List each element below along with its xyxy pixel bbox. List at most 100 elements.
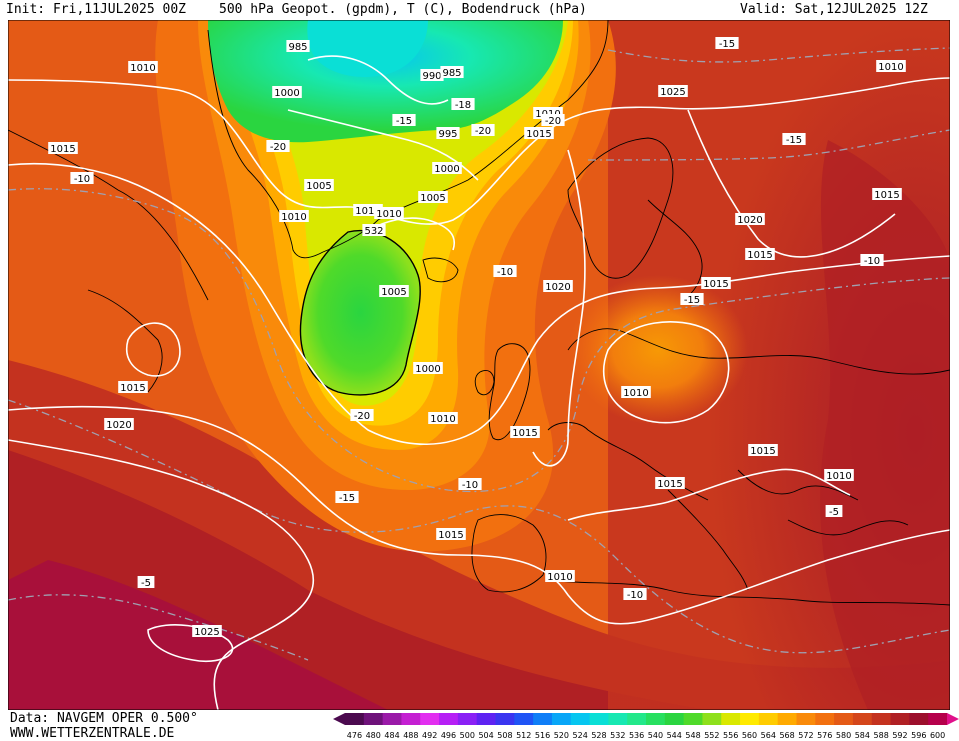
legend-tick-label: 576 [817, 731, 832, 740]
isotherm-labels: -15 -15 -18 -20 -20 -20 -15 -10 -10 -10 -15 -20 -15 -… [70, 37, 884, 601]
legend-swatch [476, 713, 496, 725]
isotherm-label: -15 [680, 293, 704, 306]
isobar-label: 1010 [128, 61, 158, 74]
isobar-label: 1015 [510, 426, 540, 439]
legend-swatch [401, 713, 421, 725]
legend-swatch [495, 713, 515, 725]
legend-swatch [382, 713, 402, 725]
isobar-label: 1010 [545, 570, 575, 583]
svg-text:1010: 1010 [376, 209, 401, 220]
geopotential-label: 532 [362, 224, 386, 237]
isotherm-label: -18 [451, 98, 475, 111]
svg-text:1015: 1015 [526, 129, 551, 140]
legend-swatch [514, 713, 534, 725]
isobar-label: 990 [420, 69, 444, 82]
svg-text:985: 985 [442, 68, 461, 79]
legend-tick-label: 476 [347, 731, 362, 740]
svg-text:990: 990 [422, 71, 441, 82]
isotherm-label: -10 [860, 254, 884, 267]
svg-text:1015: 1015 [355, 206, 380, 217]
isobar-label: 1010 [374, 207, 404, 220]
isobar-labels: 9859909851000995101010101015102510101015… [48, 40, 906, 638]
svg-text:1010: 1010 [826, 471, 851, 482]
legend-tick-label: 500 [460, 731, 475, 740]
svg-text:1005: 1005 [420, 193, 445, 204]
svg-text:-20: -20 [475, 126, 491, 137]
legend-swatch [928, 713, 948, 725]
isobar-lines [8, 55, 950, 710]
isobar-label: 1010 [428, 412, 458, 425]
legend-swatch [439, 713, 459, 725]
legend-tick-label: 552 [704, 731, 719, 740]
svg-text:-10: -10 [864, 256, 880, 267]
svg-text:1000: 1000 [415, 364, 440, 375]
init-time: Init: Fri,11JUL2025 00Z [6, 2, 187, 17]
isobar-label: 1025 [658, 85, 688, 98]
isobar-label: 1025 [192, 625, 222, 638]
svg-text:-15: -15 [719, 39, 735, 50]
isobar-label: 1020 [735, 213, 765, 226]
legend-tick-label: 540 [648, 731, 663, 740]
legend-swatch [796, 713, 816, 725]
legend-tick-label: 532 [610, 731, 625, 740]
legend-tick-label: 580 [836, 731, 851, 740]
isobar-label: 1010 [621, 386, 651, 399]
legend-tick-label: 496 [441, 731, 456, 740]
isobar-label: 1020 [543, 280, 573, 293]
legend-tick-label: 560 [742, 731, 757, 740]
warm-east-core [820, 140, 950, 710]
legend-swatch [664, 713, 685, 725]
svg-text:1010: 1010 [878, 62, 903, 73]
isobar-label: 1010 [824, 469, 854, 482]
svg-text:985: 985 [288, 42, 307, 53]
isotherm-label: -10 [70, 172, 94, 185]
svg-text:-10: -10 [462, 480, 478, 491]
legend-swatch [702, 713, 722, 725]
isobar-label: 995 [436, 127, 460, 140]
legend-swatch [758, 713, 779, 725]
legend-swatch [890, 713, 910, 725]
svg-text:-15: -15 [339, 493, 355, 504]
isobar-label: 1015 [436, 528, 466, 541]
svg-text:1010: 1010 [547, 572, 572, 583]
svg-text:1015: 1015 [50, 144, 75, 155]
isotherm-label: -10 [623, 588, 647, 601]
svg-text:1005: 1005 [381, 287, 406, 298]
legend-tick-label: 480 [366, 731, 381, 740]
legend-swatch [683, 713, 703, 725]
isobar-label: 1005 [418, 191, 448, 204]
svg-text:1015: 1015 [657, 479, 682, 490]
isobar-label: 1015 [48, 142, 78, 155]
legend-swatch [740, 713, 760, 725]
isobar-label: 1010 [876, 60, 906, 73]
isotherm-label: -15 [782, 133, 806, 146]
legend-swatch [589, 713, 609, 725]
legend-arrow-right [947, 713, 959, 725]
isotherm-label: -15 [392, 114, 416, 127]
svg-text:-18: -18 [455, 100, 471, 111]
isotherm-label: -20 [350, 409, 374, 422]
isotherm-label: -20 [266, 140, 290, 153]
legend-tick-label: 564 [761, 731, 776, 740]
central-europe-trough [568, 275, 748, 425]
svg-text:-5: -5 [829, 507, 839, 518]
legend-tick-label: 544 [667, 731, 682, 740]
legend-tick-label: 516 [535, 731, 550, 740]
legend-swatch [570, 713, 591, 725]
legend-tick-label: 492 [422, 731, 437, 740]
legend-swatch [871, 713, 892, 725]
svg-text:1015: 1015 [438, 530, 463, 541]
svg-text:1020: 1020 [545, 282, 570, 293]
svg-text:-10: -10 [627, 590, 643, 601]
legend-swatch [608, 713, 628, 725]
legend-swatch [909, 713, 929, 725]
isobar-label: 1015 [872, 188, 902, 201]
isobar-label: 1015 [745, 248, 775, 261]
legend-tick-label: 600 [930, 731, 945, 740]
isobar-label: 1005 [379, 285, 409, 298]
legend-tick-label: 504 [478, 731, 493, 740]
svg-text:-10: -10 [497, 267, 513, 278]
svg-text:1005: 1005 [306, 181, 331, 192]
weather-map: 9859909851000995101010101015102510101015… [8, 20, 950, 710]
svg-text:-20: -20 [545, 116, 561, 127]
